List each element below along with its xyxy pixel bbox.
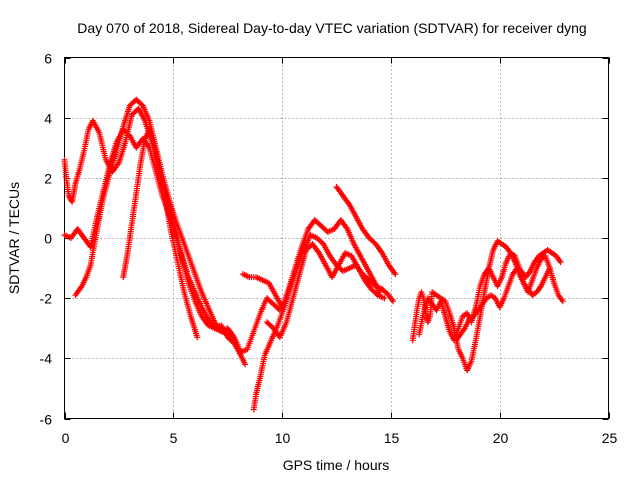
data-point	[559, 298, 566, 305]
x-tick-labels: 0 5 10 15 20 25	[62, 430, 618, 446]
y-axis-label: SDTVAR / TECUs	[6, 182, 22, 294]
x-tick-label: 0	[62, 430, 70, 446]
data-point	[194, 334, 201, 341]
data-point	[390, 298, 397, 305]
x-tick-label: 20	[493, 430, 509, 446]
data-point	[242, 361, 249, 368]
data-point	[138, 101, 145, 108]
series-track-k	[453, 247, 564, 344]
x-tick-label: 25	[602, 430, 618, 446]
x-tick-label: 15	[384, 430, 400, 446]
y-tick-labels: -6 -4 -2 0 2 4 6	[40, 51, 53, 428]
y-tick-label: -6	[40, 412, 53, 428]
series-track-h	[333, 183, 399, 278]
data-point	[231, 340, 238, 347]
y-tick-label: -4	[40, 351, 53, 367]
y-tick-label: 4	[44, 111, 52, 127]
data-point	[381, 295, 388, 302]
data-points	[61, 96, 566, 413]
x-tick-label: 5	[170, 430, 178, 446]
series-track-f	[239, 217, 383, 311]
y-tick-label: 2	[44, 171, 52, 187]
data-point	[392, 271, 399, 278]
chart-title: Day 070 of 2018, Sidereal Day-to-day VTE…	[77, 20, 586, 36]
series-track-d	[120, 126, 238, 347]
data-point	[557, 259, 564, 266]
x-axis-label: GPS time / hours	[283, 457, 390, 473]
y-tick-label: -2	[40, 291, 53, 307]
grid-lines	[64, 57, 609, 419]
data-point	[229, 339, 236, 346]
y-tick-label: 6	[44, 51, 52, 67]
y-tick-label: 0	[44, 231, 52, 247]
x-tick-label: 10	[275, 430, 291, 446]
series-track-g	[263, 241, 388, 341]
